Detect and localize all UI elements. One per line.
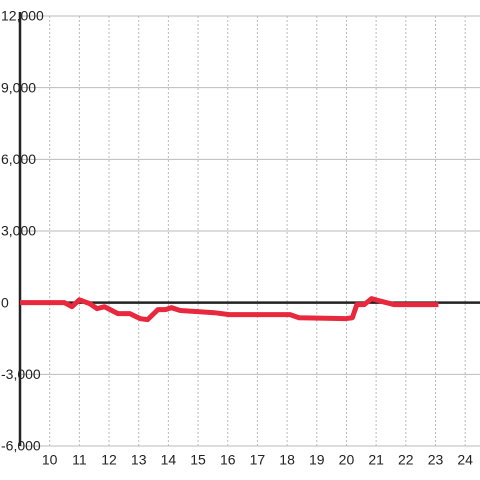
y-tick-label: 9,000 [1, 79, 36, 95]
x-tick-label: 14 [161, 452, 177, 468]
y-tick-label: 3,000 [1, 223, 36, 239]
x-tick-label: 19 [309, 452, 325, 468]
x-tick-label: 18 [279, 452, 295, 468]
data-line [20, 296, 439, 323]
y-tick-label: 0 [1, 294, 9, 310]
x-tick-label: 20 [339, 452, 355, 468]
x-tick-label: 15 [190, 452, 206, 468]
x-tick-label: 12 [101, 452, 117, 468]
x-tick-label: 24 [457, 452, 473, 468]
x-tick-label: 21 [368, 452, 384, 468]
x-tick-label: 23 [428, 452, 444, 468]
x-tick-label: 22 [398, 452, 414, 468]
y-tick-label: 6,000 [1, 151, 36, 167]
x-tick-label: 11 [72, 452, 87, 468]
x-tick-label: 13 [131, 452, 147, 468]
y-tick-label: 12,000 [1, 8, 44, 24]
x-tick-label: 17 [250, 452, 266, 468]
x-tick-label: 10 [42, 452, 58, 468]
x-tick-label: 16 [220, 452, 236, 468]
